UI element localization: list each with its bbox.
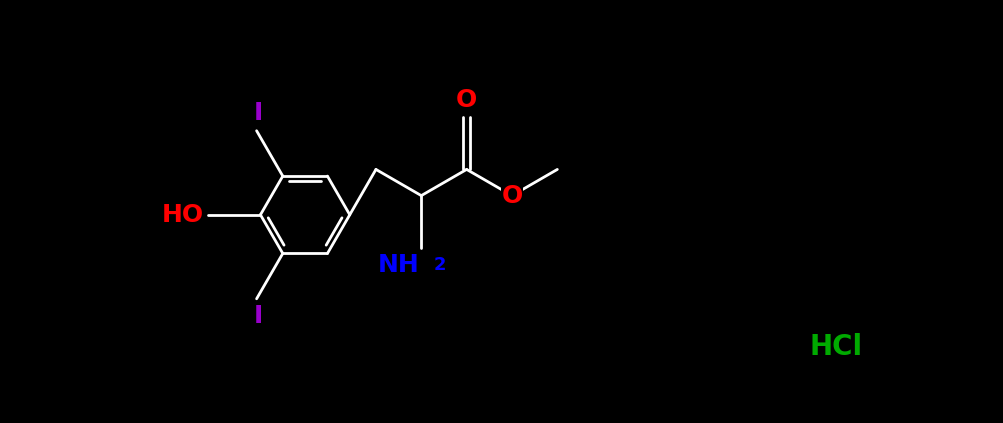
Text: HCl: HCl	[809, 333, 863, 361]
Text: I: I	[254, 304, 263, 328]
Text: I: I	[254, 102, 263, 125]
Text: 2: 2	[433, 255, 445, 274]
Text: NH: NH	[377, 253, 419, 277]
Text: HO: HO	[161, 203, 204, 227]
Text: O: O	[500, 184, 523, 208]
Text: O: O	[455, 88, 476, 112]
